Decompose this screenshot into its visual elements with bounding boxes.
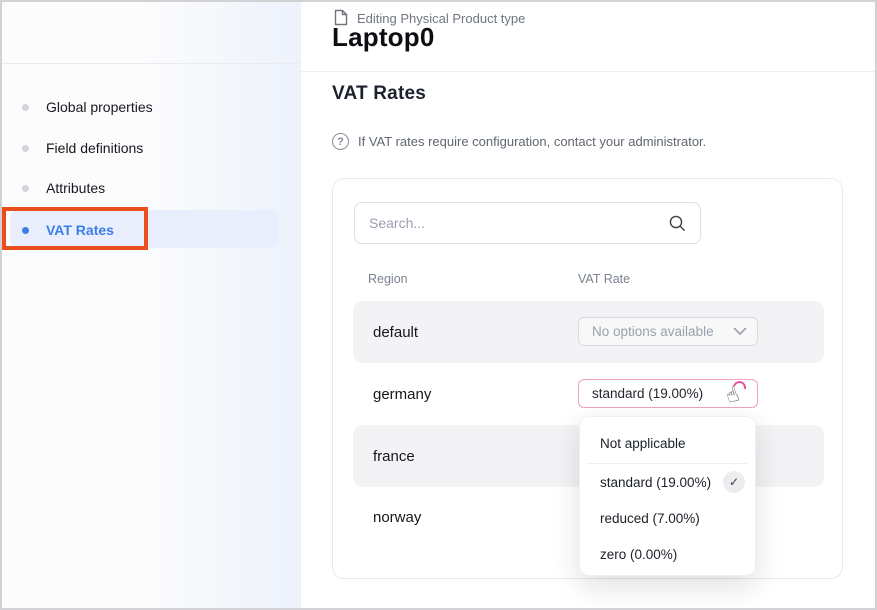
bullet-icon	[22, 144, 29, 152]
vat-rates-card: Region VAT Rate default No options avail…	[332, 178, 843, 579]
page-title: Laptop0	[332, 22, 435, 52]
column-header-vat-rate: VAT Rate	[578, 272, 631, 286]
help-text: If VAT rates require configuration, cont…	[358, 134, 707, 149]
region-name: france	[373, 447, 415, 465]
sidebar-item-label: VAT Rates	[46, 222, 114, 238]
context-label: Editing Physical Product type	[357, 11, 526, 26]
vat-rate-select-default[interactable]: No options available	[578, 317, 758, 346]
sidebar-item-label: Attributes	[46, 180, 106, 196]
chevron-down-icon	[733, 324, 747, 339]
region-name: norway	[373, 509, 422, 526]
page-header: Editing Physical Product type Laptop0	[301, 2, 875, 72]
region-name: germany	[373, 385, 432, 403]
sidebar-header	[2, 2, 301, 64]
bullet-icon	[22, 103, 29, 111]
sidebar-item-field-definitions[interactable]: Field definitions	[2, 128, 301, 168]
vat-rate-dropdown-menu: Not applicable standard (19.00%) ✓ reduc…	[579, 416, 756, 576]
select-value: standard (19.00%)	[592, 386, 704, 401]
help-icon: ?	[332, 133, 349, 150]
dropdown-option-zero[interactable]: zero (0.00%)	[580, 536, 755, 572]
sidebar: Global properties Field definitions Attr…	[2, 2, 301, 608]
sidebar-item-attributes[interactable]: Attributes	[2, 168, 301, 208]
select-value: No options available	[592, 324, 714, 339]
sidebar-item-label: Global properties	[46, 99, 153, 115]
table-row-default: default No options available	[353, 301, 824, 363]
help-row: ? If VAT rates require configuration, co…	[332, 133, 706, 150]
sidebar-item-label: Field definitions	[46, 140, 144, 156]
option-label: standard (19.00%)	[600, 474, 712, 490]
region-name: default	[373, 323, 419, 341]
vat-rate-select-germany[interactable]: standard (19.00%)	[578, 379, 758, 408]
dropdown-option-not-applicable[interactable]: Not applicable	[580, 423, 755, 463]
dropdown-option-reduced[interactable]: reduced (7.00%)	[580, 500, 755, 536]
search-box	[354, 202, 701, 244]
bullet-icon	[22, 226, 29, 234]
check-icon: ✓	[723, 471, 745, 493]
column-header-region: Region	[368, 272, 408, 286]
dropdown-option-standard[interactable]: standard (19.00%) ✓	[580, 464, 755, 500]
option-label: reduced (7.00%)	[600, 510, 700, 526]
search-input[interactable]	[355, 203, 700, 243]
table-row-norway: norway	[353, 487, 824, 548]
sidebar-item-global-properties[interactable]: Global properties	[2, 87, 301, 127]
option-label: Not applicable	[600, 435, 686, 451]
document-icon	[333, 9, 349, 31]
table-row-germany: germany standard (19.00%)	[353, 363, 824, 425]
sidebar-item-vat-rates[interactable]: VAT Rates	[2, 210, 301, 250]
menu-divider	[587, 463, 748, 464]
option-label: zero (0.00%)	[600, 546, 678, 562]
search-icon[interactable]	[668, 214, 687, 238]
section-title: VAT Rates	[332, 83, 427, 104]
bullet-icon	[22, 184, 29, 192]
